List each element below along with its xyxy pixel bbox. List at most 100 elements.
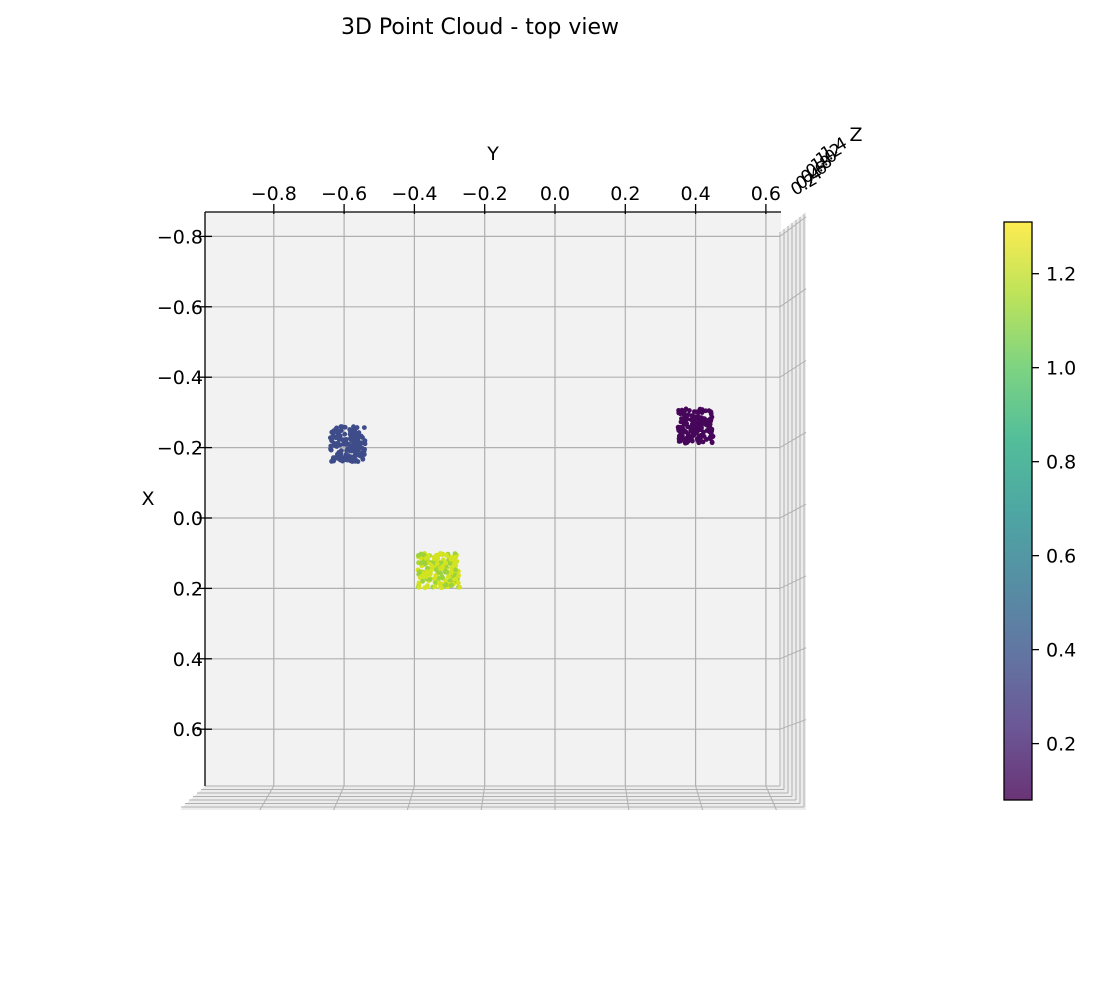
colorbar-ticks: 0.2 0.4 0.6 0.8 1.0 1.2: [1032, 264, 1076, 756]
y-tick-label: 0.6: [751, 183, 781, 205]
scatter-point: [332, 441, 338, 447]
scatter-point: [701, 429, 706, 435]
scatter-point: [707, 424, 713, 430]
scatter-point: [433, 580, 439, 586]
scatter-point: [422, 585, 428, 591]
scatter-point: [438, 570, 443, 576]
scatter-point: [448, 583, 454, 589]
scatter-point: [695, 438, 701, 443]
colorbar-tick-label: 0.6: [1046, 546, 1076, 568]
scatter-point: [457, 584, 463, 590]
scatter-point: [694, 429, 700, 435]
x-tick-label: 0.4: [173, 649, 203, 671]
scatter-point: [432, 556, 437, 562]
scatter-point: [337, 442, 343, 448]
scatter-point: [707, 434, 713, 440]
scatter-point: [453, 576, 459, 582]
scatter-point: [688, 417, 694, 422]
scatter-point: [436, 580, 442, 586]
scatter-point: [440, 551, 446, 557]
scatter-point: [444, 569, 450, 575]
plot-pane: [205, 212, 781, 786]
scatter-point: [362, 438, 368, 444]
scatter-point: [699, 410, 705, 416]
scatter-point: [455, 580, 461, 586]
scatter-point: [685, 431, 691, 437]
grid-lines: [205, 212, 780, 786]
scatter-point: [336, 451, 342, 457]
scatter-point: [351, 441, 356, 447]
scatter-point: [443, 582, 449, 588]
y-tick-label: 0.2: [610, 183, 640, 205]
scatter-point: [362, 446, 367, 452]
scatter-point: [433, 573, 439, 579]
scatter-point: [418, 560, 424, 566]
scatter-point: [445, 574, 451, 580]
scatter-point: [432, 584, 438, 590]
y-tick-label: −0.2: [462, 183, 508, 205]
scatter-point: [361, 451, 367, 457]
scatter-point: [453, 567, 459, 573]
x-tick-label: −0.6: [157, 297, 203, 319]
y-tick-label: 0.4: [680, 183, 710, 205]
x-tick-label: 0.6: [173, 719, 203, 741]
colorbar-tick-label: 0.4: [1046, 640, 1076, 662]
scatter-point: [341, 440, 347, 446]
scatter-point: [416, 569, 422, 575]
scatter-point: [439, 585, 444, 591]
scatter-point: [704, 437, 709, 442]
x-tick-label: −0.8: [157, 226, 203, 248]
scatter-point: [451, 557, 456, 562]
scatter-point: [329, 435, 335, 441]
x-tick-label: −0.4: [157, 367, 203, 389]
scatter-point: [703, 417, 709, 423]
scatter-point: [418, 551, 424, 557]
scatter-point: [427, 577, 433, 582]
colorbar: 0.2 0.4 0.6 0.8 1.0 1.2: [1003, 221, 1076, 801]
scatter-point: [436, 575, 442, 581]
scatter-point: [344, 448, 350, 454]
scatter-point: [700, 439, 706, 445]
scatter-point: [354, 425, 360, 430]
scatter-point: [438, 560, 444, 566]
x-axis-ticks: −0.8 −0.6 −0.4 −0.2 0.0 0.2 0.4 0.6: [157, 226, 212, 741]
chart-title: 3D Point Cloud - top view: [341, 15, 619, 40]
scatter-point: [360, 456, 366, 462]
x-tick-label: 0.0: [173, 508, 203, 530]
scatter-point: [342, 431, 348, 437]
scatter-point: [693, 422, 698, 428]
scatter-point: [440, 564, 446, 569]
colorbar-tick-label: 0.8: [1046, 452, 1076, 474]
y-tick-label: −0.4: [391, 183, 437, 205]
colorbar-gradient: [1003, 221, 1033, 801]
scatter-point: [444, 552, 449, 558]
scatter-point: [678, 438, 684, 444]
scatter-point: [351, 428, 356, 434]
scatter-point: [351, 424, 356, 430]
scatter-point: [453, 563, 459, 569]
scatter-point: [689, 413, 695, 419]
scatter-point: [686, 408, 692, 413]
scatter-point: [331, 429, 337, 435]
scatter-point: [696, 422, 702, 428]
x-axis-label: X: [141, 488, 154, 510]
scatter-point: [443, 560, 449, 566]
scatter-point: [354, 432, 360, 437]
scatter-point: [352, 453, 358, 459]
y-axis-label: Y: [486, 143, 499, 165]
scatter-point: [447, 578, 453, 584]
scatter-point: [708, 409, 713, 415]
scatter-point: [423, 556, 429, 561]
scatter-point: [680, 426, 686, 432]
x-tick-label: 0.2: [173, 578, 203, 600]
scatter-point: [420, 578, 426, 584]
z-axis-ticks: 0.2 0.4 0.6 0.8 1.0 1.2 1.4: [788, 133, 851, 200]
y-tick-label: −0.8: [251, 183, 297, 205]
colorbar-tick-label: 1.2: [1046, 264, 1076, 286]
scatter-point: [352, 449, 358, 455]
y-tick-label: −0.6: [321, 183, 367, 205]
scatter-point: [685, 438, 691, 444]
z-axis-depth-lines: [181, 214, 807, 811]
scatter-point: [422, 561, 428, 567]
colorbar-tick-label: 0.2: [1046, 734, 1076, 756]
